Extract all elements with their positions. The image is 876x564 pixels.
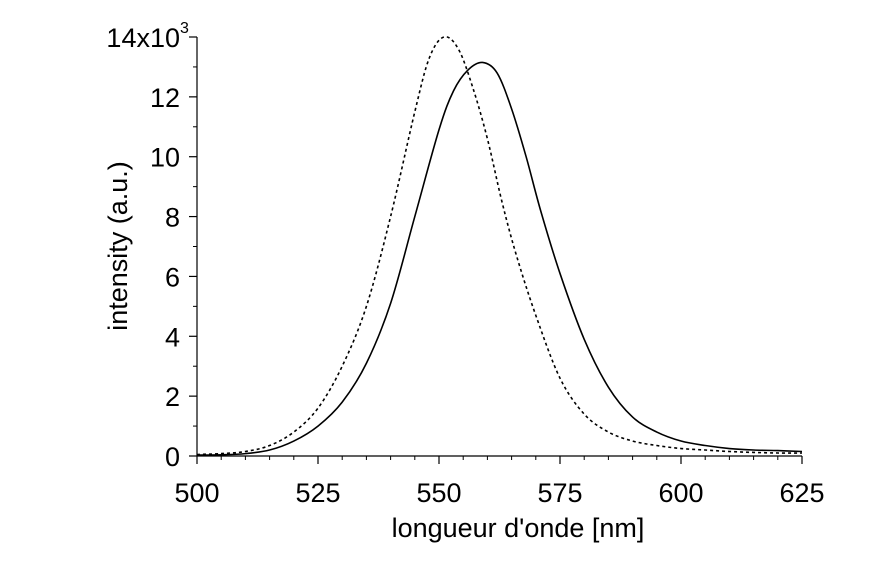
y-tick-label: 8 bbox=[165, 203, 180, 233]
y-axis-title: intensity (a.u.) bbox=[103, 161, 133, 331]
y-tick-label: 0 bbox=[165, 442, 180, 472]
x-tick-label: 525 bbox=[295, 478, 340, 508]
y-tick-label: 12 bbox=[150, 83, 180, 113]
x-tick-label: 575 bbox=[537, 478, 582, 508]
series-line-solid bbox=[196, 61, 803, 456]
series-group bbox=[196, 35, 803, 456]
x-tick-label: 500 bbox=[174, 478, 219, 508]
x-tick-label: 600 bbox=[658, 478, 703, 508]
x-ticks: 500 525 550 575 600 625 bbox=[174, 456, 825, 508]
y-ticks: 0 2 4 6 8 10 12 14x10 3 bbox=[106, 20, 197, 472]
axes bbox=[196, 37, 802, 457]
x-tick-label: 625 bbox=[779, 478, 824, 508]
series-line-dotted bbox=[196, 35, 803, 456]
y-tick-label: 14x10 bbox=[106, 23, 180, 53]
y-tick-label: 6 bbox=[165, 262, 180, 292]
x-tick-label: 550 bbox=[416, 478, 461, 508]
x-axis-title: longueur d'onde [nm] bbox=[392, 513, 645, 543]
y-multiplier-exponent: 3 bbox=[180, 20, 189, 37]
y-tick-label: 2 bbox=[165, 382, 180, 412]
y-tick-label: 4 bbox=[165, 322, 180, 352]
y-tick-label: 10 bbox=[150, 143, 180, 173]
